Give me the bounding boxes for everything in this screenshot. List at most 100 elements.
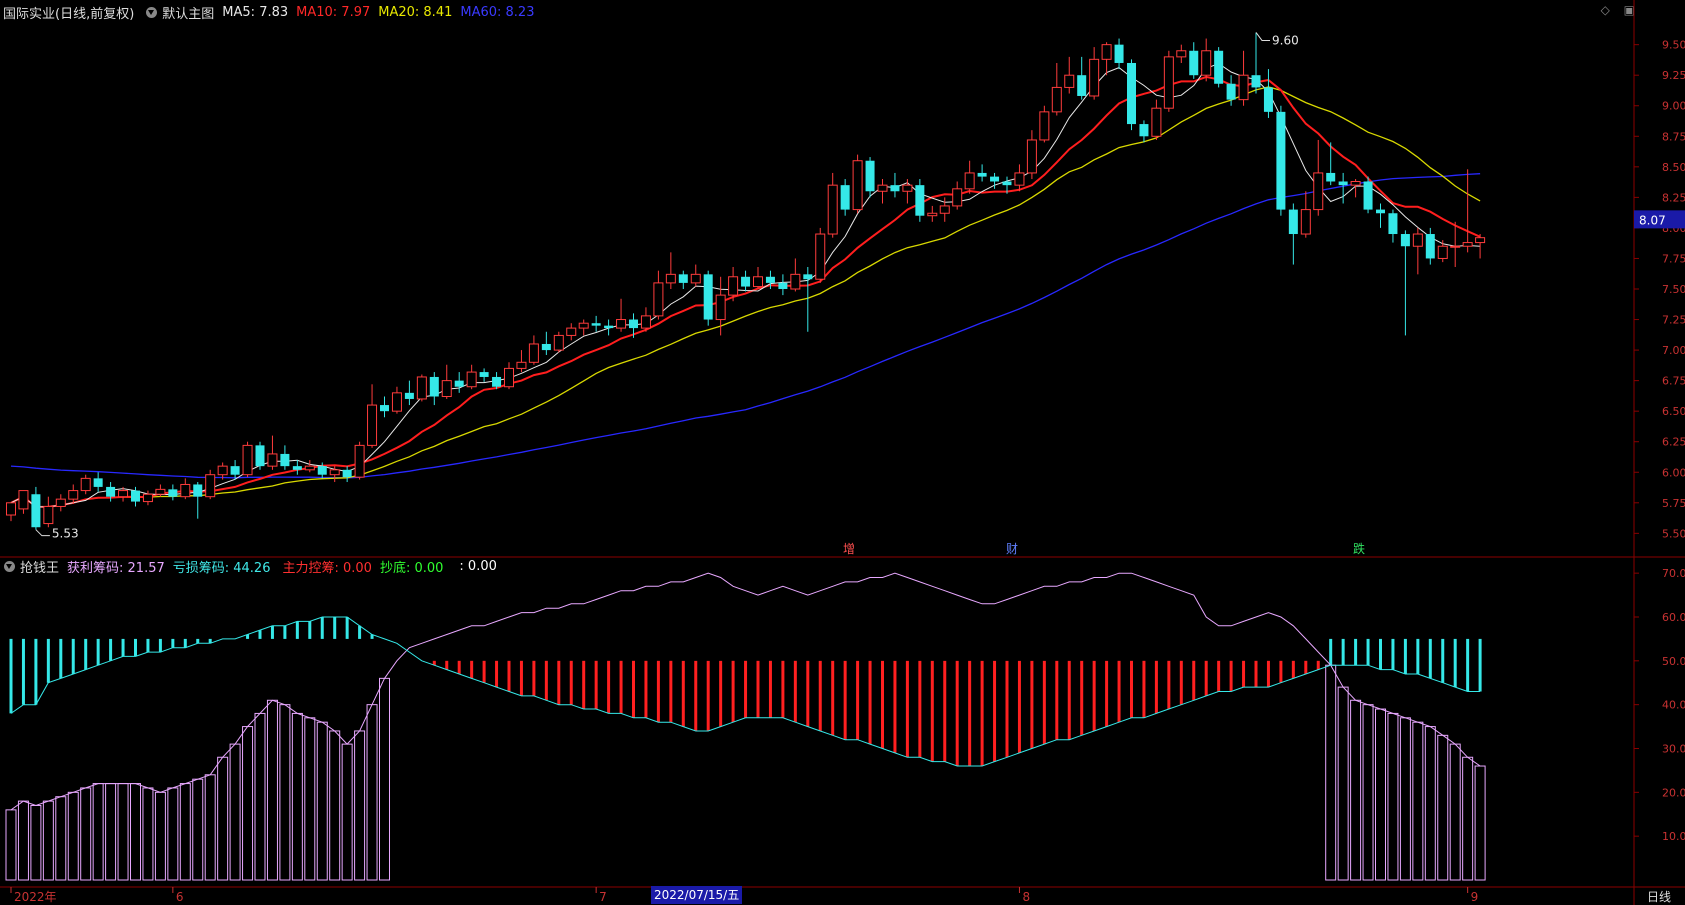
profit-bar	[1362, 704, 1374, 881]
candle-body	[516, 361, 527, 369]
candle	[93, 472, 103, 492]
candle	[155, 484, 166, 497]
indicator-bar	[167, 638, 179, 881]
candle-body	[230, 466, 240, 475]
candle-body	[1400, 234, 1410, 247]
profit-bar	[1462, 756, 1474, 881]
indicator-bar	[1449, 638, 1461, 881]
time-tick-label: 6	[176, 890, 184, 904]
candle	[18, 490, 29, 514]
candle	[80, 474, 91, 495]
candle	[927, 205, 938, 222]
candle-body	[1189, 50, 1199, 76]
indicator-bar	[341, 616, 353, 881]
candle	[865, 157, 875, 198]
profit-bar	[329, 730, 341, 881]
profit-bar	[5, 809, 17, 881]
candle	[591, 315, 601, 332]
candle-body	[354, 444, 365, 478]
candle-body	[566, 327, 577, 336]
candle-body	[441, 380, 452, 398]
blank-label: : 0.00	[459, 558, 497, 574]
candle	[242, 441, 253, 478]
candle	[255, 441, 265, 470]
stock-title[interactable]: 国际实业(日线,前复权)	[3, 6, 135, 22]
candle	[640, 307, 651, 332]
candle-body	[280, 453, 290, 467]
candle	[665, 252, 676, 289]
indicator-tick-label: 10.00	[1662, 830, 1685, 843]
dropdown-icon[interactable]	[146, 6, 158, 18]
time-tick-label: 9	[1471, 890, 1479, 904]
indicator-name[interactable]: 抢钱王	[20, 560, 60, 576]
price-tick-label: 7.75	[1662, 252, 1685, 265]
candle	[815, 227, 826, 283]
candle	[1363, 176, 1373, 214]
price-tick-label: 5.75	[1662, 497, 1685, 510]
candle	[429, 372, 439, 406]
candle-body	[865, 160, 875, 192]
candle-body	[653, 282, 664, 317]
candle-body	[1388, 213, 1398, 235]
indicator-bar	[1337, 638, 1349, 881]
candle-body	[765, 276, 775, 283]
candle	[142, 490, 153, 506]
candle-body	[604, 325, 614, 329]
indicator-bar	[105, 638, 117, 881]
candle	[329, 466, 340, 483]
candle	[1089, 47, 1100, 100]
candle	[952, 181, 963, 210]
indicator-bar	[1437, 638, 1449, 881]
menu-icon[interactable]: ▣	[1623, 3, 1635, 17]
indicator-header: 抢钱王 获利筹码: 21.57 亏损筹码: 44.26 主力控筹: 0.00 抄…	[0, 555, 505, 577]
ma10-label: MA10: 7.97	[296, 4, 371, 20]
candle-body	[168, 489, 178, 497]
dropdown-icon[interactable]	[4, 560, 15, 572]
profit-bar	[30, 804, 42, 881]
profit-bar	[1412, 721, 1424, 881]
candle-body	[31, 494, 41, 528]
profit-bar	[1350, 699, 1362, 881]
candle	[541, 331, 551, 355]
candle	[68, 484, 79, 505]
candle	[43, 496, 54, 528]
indicator-bar	[1387, 638, 1399, 881]
candle-body	[329, 469, 340, 476]
profit-line	[10, 572, 1481, 811]
profit-bar	[42, 800, 54, 881]
candle-body	[205, 474, 216, 498]
candle	[55, 494, 66, 512]
indicator-bar	[254, 630, 266, 881]
candle	[715, 276, 726, 336]
indicator-bar	[1350, 638, 1362, 881]
main-chart-label[interactable]: 默认主图	[162, 6, 215, 22]
candle	[678, 270, 688, 289]
profit-bar	[105, 783, 117, 881]
indicator-tick-label: 20.00	[1662, 786, 1685, 799]
candle	[1238, 50, 1249, 106]
candle	[317, 462, 327, 479]
candle-body	[55, 498, 66, 507]
current-price-label: 8.07	[1639, 213, 1666, 227]
candle-body	[890, 185, 900, 192]
indicator-bar	[366, 634, 378, 881]
candle	[267, 435, 278, 470]
candle	[1388, 209, 1398, 243]
candle-body	[1139, 124, 1149, 137]
candle-body	[1163, 56, 1174, 109]
candle	[1176, 44, 1187, 63]
candle	[404, 380, 414, 406]
candle-body	[915, 185, 925, 216]
diamond-icon[interactable]: ◇	[1600, 3, 1610, 17]
candle-body	[93, 478, 103, 487]
price-tick-label: 6.50	[1662, 405, 1685, 418]
profit-bar	[217, 756, 229, 881]
candle-body	[118, 490, 129, 498]
candle-body	[1288, 209, 1298, 235]
profit-bar	[1474, 765, 1486, 881]
profit-bar	[1387, 712, 1399, 881]
candle	[1412, 227, 1423, 275]
profit-bar	[1399, 717, 1411, 881]
candle-body	[1101, 44, 1112, 60]
